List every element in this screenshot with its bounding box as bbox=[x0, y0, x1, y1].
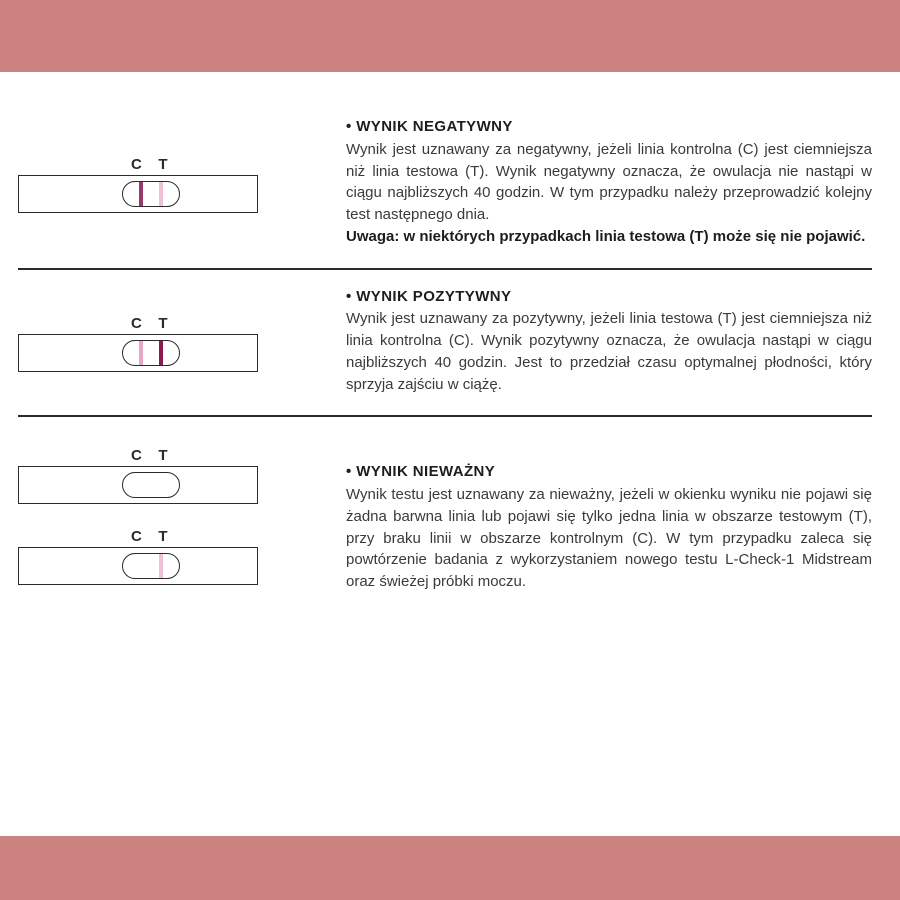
label-c: C bbox=[131, 156, 142, 173]
test-strip bbox=[18, 334, 326, 372]
strip-negative: C T bbox=[18, 156, 328, 213]
label-c: C bbox=[131, 528, 142, 545]
result-window bbox=[122, 340, 180, 366]
strip-body bbox=[18, 334, 258, 372]
strip-invalid-1: C T bbox=[18, 447, 328, 504]
ct-labels: C T bbox=[131, 156, 168, 173]
ct-labels: C T bbox=[131, 315, 168, 332]
test-line bbox=[159, 182, 163, 206]
section-positive: C T WYNIK POZYTYWNY Wynik jest uznawany … bbox=[18, 270, 872, 416]
section-invalid: C T C T bbox=[18, 417, 872, 613]
text-negative: WYNIK NEGATYWNY Wynik jest uznawany za n… bbox=[346, 116, 872, 248]
text-positive: WYNIK POZYTYWNY Wynik jest uznawany za p… bbox=[346, 286, 872, 396]
result-window bbox=[122, 553, 180, 579]
text-invalid: WYNIK NIEWAŻNY Wynik testu jest uznawany… bbox=[346, 433, 872, 593]
strip-positive: C T bbox=[18, 315, 328, 372]
illustration-negative: C T bbox=[18, 116, 328, 248]
strip-body bbox=[18, 547, 258, 585]
body-positive: Wynik jest uznawany za pozytywny, jeżeli… bbox=[346, 310, 872, 392]
illustration-positive: C T bbox=[18, 286, 328, 396]
ct-labels: C T bbox=[131, 528, 168, 545]
illustration-invalid: C T C T bbox=[18, 433, 328, 593]
section-negative: C T WYNIK NEGATYWNY Wynik jest uznawany … bbox=[18, 100, 872, 268]
label-c: C bbox=[131, 315, 142, 332]
label-c: C bbox=[131, 447, 142, 464]
instruction-content: C T WYNIK NEGATYWNY Wynik jest uznawany … bbox=[0, 72, 900, 836]
test-strip bbox=[18, 175, 326, 213]
frame-top-bar bbox=[0, 0, 900, 72]
heading-invalid: WYNIK NIEWAŻNY bbox=[346, 461, 872, 483]
strip-body bbox=[18, 466, 258, 504]
test-strip bbox=[18, 547, 326, 585]
control-line bbox=[139, 182, 143, 206]
note-negative: Uwaga: w niektórych przypadkach linia te… bbox=[346, 228, 865, 245]
test-line bbox=[159, 554, 163, 578]
result-window bbox=[122, 181, 180, 207]
frame-bottom-bar bbox=[0, 836, 900, 900]
heading-negative: WYNIK NEGATYWNY bbox=[346, 116, 872, 138]
body-invalid: Wynik testu jest uznawany za nieważny, j… bbox=[346, 486, 872, 590]
heading-positive: WYNIK POZYTYWNY bbox=[346, 286, 872, 308]
strip-body bbox=[18, 175, 258, 213]
control-line bbox=[139, 341, 143, 365]
test-line bbox=[159, 341, 163, 365]
body-negative: Wynik jest uznawany za negatywny, jeżeli… bbox=[346, 141, 872, 223]
label-t: T bbox=[158, 528, 168, 545]
label-t: T bbox=[158, 447, 168, 464]
result-window bbox=[122, 472, 180, 498]
test-strip bbox=[18, 466, 326, 504]
label-t: T bbox=[158, 156, 168, 173]
label-t: T bbox=[158, 315, 168, 332]
strip-invalid-2: C T bbox=[18, 528, 328, 585]
ct-labels: C T bbox=[131, 447, 168, 464]
